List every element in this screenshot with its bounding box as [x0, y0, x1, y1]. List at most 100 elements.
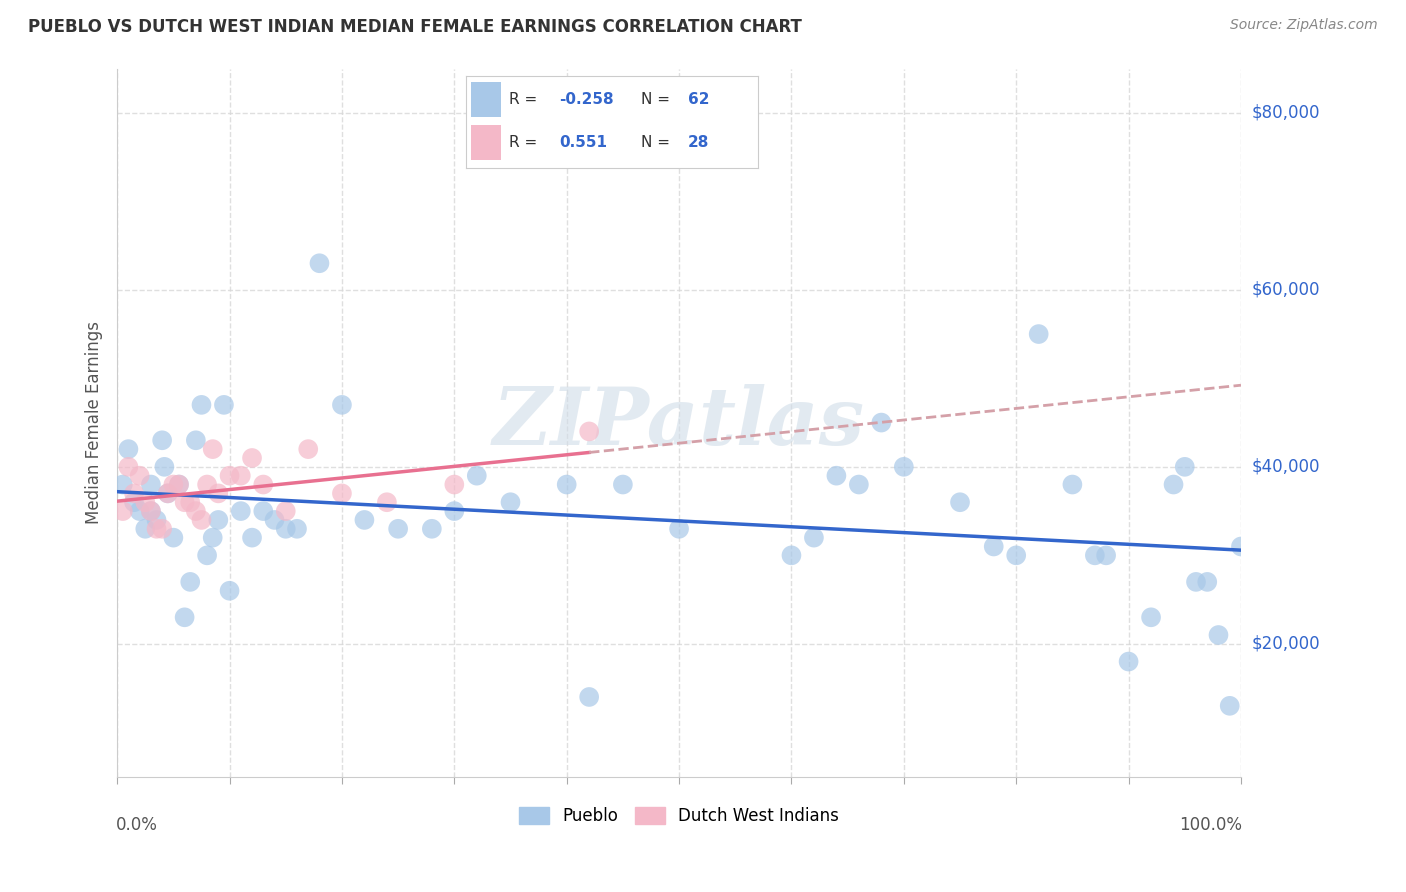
- Pueblo: [983, 540, 1005, 554]
- Pueblo: [870, 416, 893, 430]
- Pueblo: [1197, 574, 1219, 589]
- Dutch West Indians: [443, 477, 465, 491]
- Dutch West Indians: [375, 495, 398, 509]
- Dutch West Indians: [195, 477, 218, 491]
- Dutch West Indians: [229, 468, 252, 483]
- Dutch West Indians: [139, 504, 162, 518]
- Pueblo: [122, 495, 145, 509]
- Pueblo: [780, 549, 803, 563]
- Pueblo: [263, 513, 285, 527]
- Pueblo: [173, 610, 195, 624]
- Dutch West Indians: [190, 513, 212, 527]
- Dutch West Indians: [173, 495, 195, 509]
- Pueblo: [1005, 549, 1028, 563]
- Pueblo: [207, 513, 229, 527]
- Pueblo: [465, 468, 488, 483]
- Pueblo: [274, 522, 297, 536]
- Pueblo: [353, 513, 375, 527]
- Pueblo: [308, 256, 330, 270]
- Pueblo: [201, 531, 224, 545]
- Pueblo: [1174, 459, 1197, 474]
- Pueblo: [139, 504, 162, 518]
- Dutch West Indians: [218, 468, 240, 483]
- Pueblo: [443, 504, 465, 518]
- Pueblo: [150, 434, 173, 448]
- Text: $80,000: $80,000: [1253, 103, 1320, 122]
- Pueblo: [387, 522, 409, 536]
- Dutch West Indians: [252, 477, 274, 491]
- Text: 0.0%: 0.0%: [117, 815, 157, 833]
- Dutch West Indians: [274, 504, 297, 518]
- Pueblo: [803, 531, 825, 545]
- Dutch West Indians: [207, 486, 229, 500]
- Pueblo: [330, 398, 353, 412]
- Pueblo: [153, 459, 176, 474]
- Pueblo: [420, 522, 443, 536]
- Pueblo: [240, 531, 263, 545]
- Dutch West Indians: [150, 522, 173, 536]
- Pueblo: [145, 513, 167, 527]
- Pueblo: [190, 398, 212, 412]
- Dutch West Indians: [578, 425, 600, 439]
- Pueblo: [1118, 655, 1140, 669]
- Text: PUEBLO VS DUTCH WEST INDIAN MEDIAN FEMALE EARNINGS CORRELATION CHART: PUEBLO VS DUTCH WEST INDIAN MEDIAN FEMAL…: [28, 18, 801, 36]
- Pueblo: [893, 459, 915, 474]
- Pueblo: [668, 522, 690, 536]
- Pueblo: [949, 495, 972, 509]
- Text: $40,000: $40,000: [1253, 458, 1320, 475]
- Pueblo: [117, 442, 139, 457]
- Pueblo: [1230, 540, 1253, 554]
- Text: 100.0%: 100.0%: [1180, 815, 1241, 833]
- Dutch West Indians: [111, 504, 134, 518]
- Pueblo: [179, 574, 201, 589]
- Dutch West Indians: [184, 504, 207, 518]
- Pueblo: [229, 504, 252, 518]
- Pueblo: [128, 504, 150, 518]
- Pueblo: [212, 398, 235, 412]
- Dutch West Indians: [162, 477, 184, 491]
- Dutch West Indians: [201, 442, 224, 457]
- Pueblo: [555, 477, 578, 491]
- Y-axis label: Median Female Earnings: Median Female Earnings: [86, 321, 103, 524]
- Pueblo: [156, 486, 179, 500]
- Pueblo: [134, 522, 156, 536]
- Pueblo: [285, 522, 308, 536]
- Text: ZIPatlas: ZIPatlas: [494, 384, 865, 461]
- Dutch West Indians: [122, 486, 145, 500]
- Pueblo: [218, 583, 240, 598]
- Dutch West Indians: [145, 522, 167, 536]
- Pueblo: [578, 690, 600, 704]
- Dutch West Indians: [240, 450, 263, 465]
- Pueblo: [167, 477, 190, 491]
- Legend: Pueblo, Dutch West Indians: Pueblo, Dutch West Indians: [512, 800, 846, 832]
- Pueblo: [499, 495, 522, 509]
- Pueblo: [848, 477, 870, 491]
- Pueblo: [1219, 698, 1241, 713]
- Text: $20,000: $20,000: [1253, 635, 1320, 653]
- Text: $60,000: $60,000: [1253, 281, 1320, 299]
- Pueblo: [1095, 549, 1118, 563]
- Dutch West Indians: [167, 477, 190, 491]
- Dutch West Indians: [134, 495, 156, 509]
- Pueblo: [1062, 477, 1084, 491]
- Pueblo: [162, 531, 184, 545]
- Text: Source: ZipAtlas.com: Source: ZipAtlas.com: [1230, 18, 1378, 32]
- Dutch West Indians: [179, 495, 201, 509]
- Pueblo: [252, 504, 274, 518]
- Pueblo: [612, 477, 634, 491]
- Pueblo: [825, 468, 848, 483]
- Dutch West Indians: [156, 486, 179, 500]
- Pueblo: [1208, 628, 1230, 642]
- Pueblo: [184, 434, 207, 448]
- Pueblo: [1028, 327, 1050, 342]
- Pueblo: [111, 477, 134, 491]
- Dutch West Indians: [117, 459, 139, 474]
- Pueblo: [195, 549, 218, 563]
- Pueblo: [1163, 477, 1185, 491]
- Pueblo: [139, 477, 162, 491]
- Dutch West Indians: [330, 486, 353, 500]
- Pueblo: [1140, 610, 1163, 624]
- Dutch West Indians: [128, 468, 150, 483]
- Pueblo: [1084, 549, 1107, 563]
- Pueblo: [1185, 574, 1208, 589]
